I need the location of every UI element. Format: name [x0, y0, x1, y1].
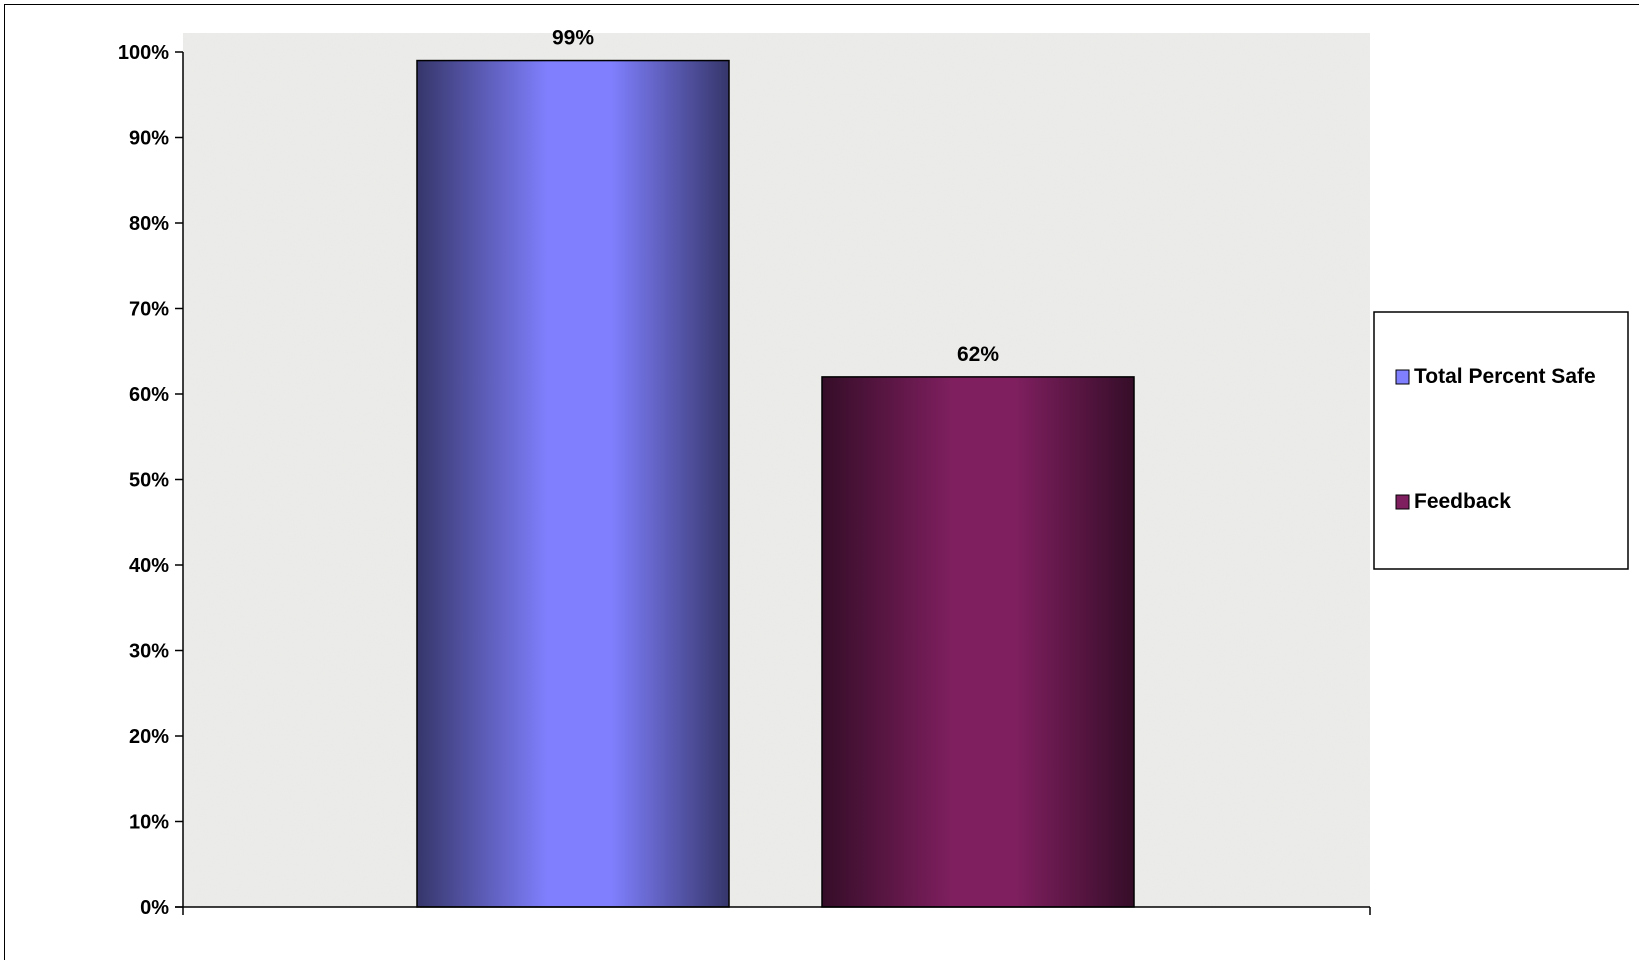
legend-label-total-percent-safe: Total Percent Safe — [1414, 365, 1596, 388]
legend-swatch-feedback — [1396, 495, 1409, 509]
y-tick-label: 40% — [129, 555, 169, 577]
legend-box — [1374, 312, 1628, 569]
y-tick-label: 10% — [129, 812, 169, 834]
legend: Total Percent Safe Feedback — [1374, 312, 1628, 569]
bar-feedback — [822, 377, 1134, 907]
y-tick-label: 30% — [129, 641, 169, 663]
plot-area — [183, 33, 1370, 907]
y-tick-label: 0% — [140, 897, 169, 919]
plot-texture — [183, 33, 1370, 907]
data-label-total-percent-safe: 99% — [552, 27, 594, 50]
y-tick-label: 60% — [129, 384, 169, 406]
y-tick-label: 90% — [129, 128, 169, 150]
bar-total-percent-safe — [417, 61, 729, 907]
legend-item-feedback: Feedback — [1396, 490, 1511, 513]
y-tick-label: 50% — [129, 470, 169, 492]
y-tick-label: 70% — [129, 299, 169, 321]
data-label-feedback: 62% — [957, 343, 999, 366]
y-tick-label: 80% — [129, 213, 169, 235]
legend-swatch-total-percent-safe — [1396, 370, 1409, 384]
y-tick-label: 100% — [118, 42, 169, 64]
legend-label-feedback: Feedback — [1414, 490, 1511, 513]
y-tick-label: 20% — [129, 726, 169, 748]
legend-item-total-percent-safe: Total Percent Safe — [1396, 365, 1596, 388]
